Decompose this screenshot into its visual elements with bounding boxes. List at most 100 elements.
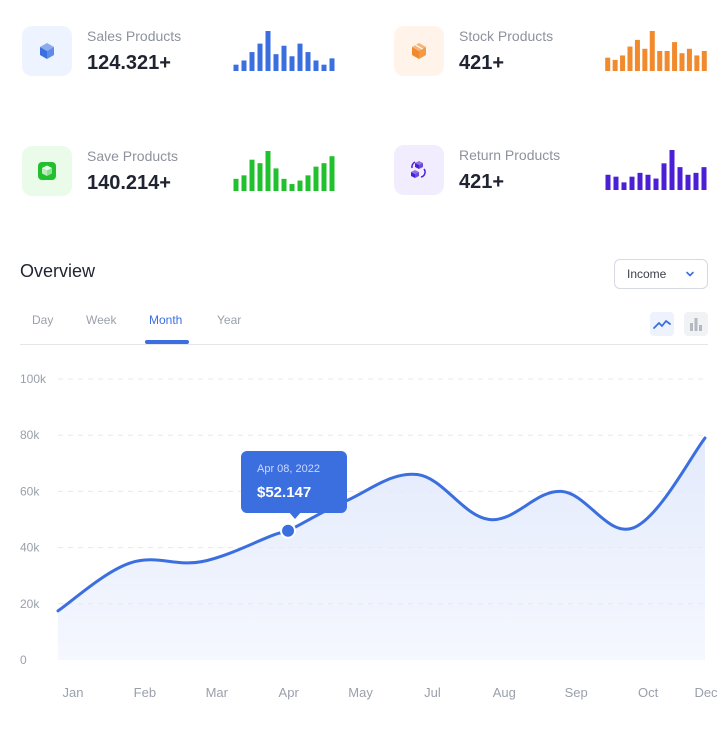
spark-bar: [321, 163, 327, 191]
spark-bar: [273, 54, 279, 71]
spark-bar: [661, 163, 667, 190]
stat-value: 140.214+: [87, 172, 171, 194]
spark-bar: [620, 55, 626, 71]
active-tab-indicator: [145, 340, 189, 344]
spark-bar: [241, 175, 247, 191]
spark-bar: [637, 172, 643, 190]
stat-card-sales: Sales Products 124.321+: [22, 26, 342, 82]
sparkline-sales: [233, 31, 335, 71]
x-tick-label: Jan: [63, 685, 84, 700]
tab-week[interactable]: Week: [86, 313, 117, 327]
cube-icon: [40, 43, 54, 59]
x-tick-label: Dec: [694, 685, 718, 700]
tooltip-date: Apr 08, 2022: [257, 463, 320, 475]
x-tick-label: Sep: [565, 685, 588, 700]
spark-bar: [694, 55, 700, 71]
spark-bar: [233, 64, 239, 71]
spark-bar: [634, 39, 640, 71]
spark-bar: [289, 184, 295, 191]
spark-bar: [321, 64, 327, 71]
box-icon: [412, 43, 426, 59]
spark-bar: [329, 156, 335, 191]
y-tick-label: 0: [20, 653, 27, 667]
spark-bar: [265, 31, 271, 71]
spark-bar: [257, 163, 263, 191]
spark-bar: [305, 175, 311, 191]
spark-bar: [669, 150, 675, 190]
save-box-icon: [38, 162, 56, 180]
stat-card-stock: Stock Products 421+: [394, 26, 714, 82]
spark-bar: [257, 43, 263, 71]
spark-bar: [677, 167, 683, 190]
stat-icon-bg: [394, 145, 444, 195]
spark-bar: [653, 178, 659, 190]
tooltip-arrow: [288, 511, 302, 519]
stat-label: Stock Products: [459, 28, 554, 44]
return-cubes-icon: [411, 161, 426, 178]
y-tick-label: 80k: [20, 428, 40, 442]
tab-day[interactable]: Day: [32, 313, 54, 327]
stat-label: Sales Products: [87, 28, 182, 44]
stat-icon-bg: [22, 26, 72, 76]
bar-chart-icon: [690, 318, 702, 331]
x-tick-label: Jul: [424, 685, 441, 700]
spark-bar: [613, 176, 619, 190]
spark-bar: [273, 168, 279, 191]
stat-value: 124.321+: [87, 52, 171, 74]
spark-bar: [642, 48, 648, 71]
income-select-value: Income: [627, 267, 667, 281]
x-tick-label: Aug: [493, 685, 516, 700]
spark-bar: [297, 43, 303, 71]
spark-bar: [305, 52, 311, 71]
spark-bar: [679, 53, 685, 71]
stat-card-save: Save Products 140.214+: [22, 146, 342, 202]
spark-bar: [621, 182, 627, 190]
spark-bar: [649, 31, 655, 71]
line-chart-toggle[interactable]: [650, 312, 674, 336]
stat-label: Save Products: [87, 148, 179, 164]
tab-month[interactable]: Month: [149, 313, 183, 327]
spark-bar: [685, 174, 691, 190]
tooltip-value: $52.147: [257, 484, 312, 501]
bar-chart-toggle[interactable]: [684, 312, 708, 336]
y-tick-label: 40k: [20, 541, 40, 555]
x-tick-label: Mar: [206, 685, 229, 700]
spark-bar: [605, 174, 611, 190]
y-tick-label: 60k: [20, 484, 40, 498]
spark-bar: [233, 178, 239, 191]
spark-bar: [281, 45, 287, 71]
spark-bar: [672, 42, 678, 71]
sparkline-return: [605, 150, 707, 190]
spark-bar: [289, 56, 295, 71]
spark-bar: [612, 59, 618, 71]
area-fill: [58, 438, 705, 660]
sparkline-save: [233, 151, 335, 191]
spark-bar: [281, 178, 287, 191]
tab-year[interactable]: Year: [217, 313, 242, 327]
period-tabs: Day Week Month Year: [20, 300, 708, 345]
x-tick-label: Apr: [279, 685, 300, 700]
spark-bar: [265, 151, 271, 191]
spark-bar: [313, 60, 319, 71]
stat-icon-bg: [394, 26, 444, 76]
spark-bar: [241, 60, 247, 71]
x-tick-label: Oct: [638, 685, 659, 700]
spark-bar: [627, 46, 633, 71]
y-tick-label: 100k: [20, 372, 47, 386]
spark-bar: [645, 174, 651, 190]
highlight-point[interactable]: [280, 522, 297, 539]
x-tick-label: Feb: [134, 685, 156, 700]
stat-label: Return Products: [459, 147, 561, 163]
series-line: [56, 436, 707, 613]
spark-bar: [297, 180, 303, 191]
overview-title: Overview: [20, 261, 96, 281]
spark-bar: [605, 57, 611, 71]
overview-area-chart: 0 20k 40k 60k 80k 100k Jan Feb Mar Apr May Jul Aug Se…: [20, 372, 718, 700]
spark-bar: [629, 176, 635, 190]
stat-icon-bg: [22, 146, 72, 196]
spark-bar: [701, 167, 707, 190]
income-select[interactable]: Income: [614, 259, 708, 289]
x-tick-label: May: [348, 685, 373, 700]
stat-value: 421+: [459, 171, 505, 193]
spark-bar: [249, 159, 255, 191]
